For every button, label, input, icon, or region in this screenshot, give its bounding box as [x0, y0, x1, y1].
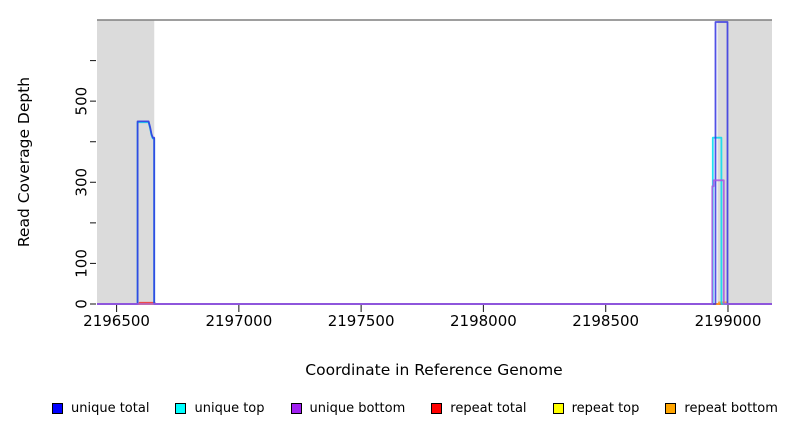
series-path-unique-top	[97, 121, 772, 305]
x-tick-label: 2197000	[205, 312, 272, 330]
legend-item-unique-top: unique top	[175, 400, 265, 416]
legend-label: repeat total	[450, 400, 527, 416]
series-path-unique-bottom	[97, 179, 772, 305]
series-path-unique-total	[97, 21, 772, 305]
legend-label: unique top	[194, 400, 265, 416]
x-axis-title: Coordinate in Reference Genome	[305, 361, 562, 379]
x-tick-label: 2196500	[83, 312, 150, 330]
x-tick-label: 2198500	[572, 312, 639, 330]
legend-label: unique total	[71, 400, 150, 416]
legend-swatch-icon	[431, 402, 443, 414]
legend-item-unique-total: unique total	[52, 401, 149, 416]
legend: unique total unique top unique bottom repea…	[52, 398, 778, 418]
legend-swatch-icon	[290, 402, 302, 414]
y-tick-label: 0	[72, 299, 90, 309]
legend-label: repeat bottom	[684, 400, 778, 416]
legend-item-repeat-top: repeat top	[552, 400, 640, 416]
legend-swatch-icon	[52, 402, 63, 414]
legend-item-repeat-total: repeat total	[431, 400, 527, 416]
shaded-region	[717, 20, 772, 304]
legend-label: repeat top	[571, 400, 640, 416]
shaded-region	[97, 20, 155, 304]
x-tick-label: 2198000	[450, 312, 517, 330]
x-tick-label: 2199000	[695, 312, 762, 330]
y-tick-label: 300	[72, 168, 90, 197]
legend-swatch-icon	[665, 402, 677, 414]
y-tick-label: 100	[72, 249, 90, 278]
legend-swatch-icon	[175, 402, 187, 414]
y-axis-title: Read Coverage Depth	[15, 77, 33, 247]
legend-item-repeat-bottom: repeat bottom	[665, 401, 778, 416]
y-tick-label: 500	[72, 87, 90, 116]
chart-canvas: 2196500 2197000 2197500 2198000 2198500 21990…	[15, 19, 772, 379]
legend-swatch-icon	[552, 402, 564, 414]
legend-item-unique-bottom: unique bottom	[290, 400, 406, 416]
x-tick-label: 2197500	[328, 312, 395, 330]
legend-label: unique bottom	[309, 400, 406, 416]
